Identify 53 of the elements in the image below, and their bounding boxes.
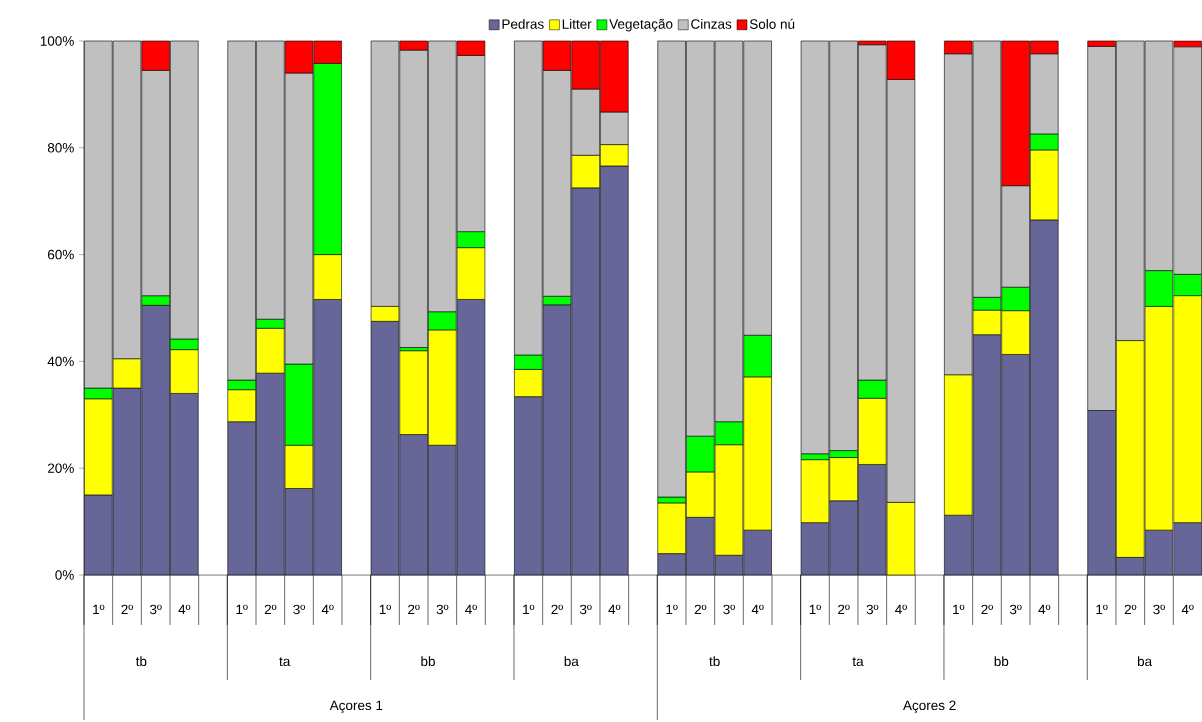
y-tick-label: 20% (47, 463, 74, 473)
x-tick-label: 1º (1096, 604, 1108, 615)
x-tick-label: 1º (236, 604, 248, 615)
x-tick-label: 4º (1038, 604, 1051, 615)
x-tick-label: 2º (838, 604, 850, 615)
x-tick-label: 3º (293, 604, 306, 615)
text: ba (1137, 656, 1153, 667)
legend-label: Litter (562, 18, 592, 29)
x-tick-label: 4º (178, 604, 191, 615)
x-tick-label: 3º (723, 604, 736, 615)
x-tick-label: 2º (121, 604, 134, 615)
x-tick-label: 4º (1181, 604, 1194, 615)
legend-label: Cinzas (691, 18, 732, 29)
text: ba (564, 656, 579, 667)
legend-label: Solo nú (749, 18, 795, 29)
legend-label: Pedras (502, 18, 544, 29)
x-tick-label: 3º (866, 604, 879, 615)
text: bb (994, 656, 1009, 667)
y-tick-label: 40% (47, 356, 74, 367)
x-tick-label: 1º (93, 604, 105, 615)
y-tick-label: 80% (47, 143, 74, 153)
x-tick-label: 4º (608, 604, 621, 615)
x-tick-label: 4º (895, 604, 908, 615)
x-tick-label: 3º (579, 604, 592, 615)
x-tick-label: 2º (694, 604, 707, 615)
text: ta (852, 657, 864, 667)
x-tick-label: 2º (1124, 604, 1137, 615)
x-tick-label: 1º (809, 604, 822, 615)
text: Açores 1 (329, 700, 383, 713)
x-tick-label: 1º (379, 604, 392, 615)
text: Açores 2 (903, 700, 956, 713)
x-tick-label: 3º (436, 604, 449, 615)
x-tick-label: 2º (408, 604, 420, 615)
x-tick-label: 1º (953, 604, 965, 615)
y-tick-label: 100% (40, 36, 74, 46)
y-tick-label: 0% (55, 570, 74, 580)
x-tick-label: 3º (149, 604, 162, 615)
x-tick-label: 1º (666, 604, 678, 615)
x-tick-label: 4º (751, 604, 764, 615)
legend-label: Vegetação (609, 18, 673, 32)
x-tick-label: 2º (551, 604, 564, 615)
x-tick-label: 4º (465, 604, 478, 615)
x-tick-label: 2º (981, 604, 994, 615)
x-tick-label: 2º (264, 604, 277, 615)
text: tb (135, 656, 147, 667)
text: ta (279, 657, 291, 667)
x-tick-label: 1º (523, 604, 535, 615)
text: tb (709, 656, 720, 667)
x-tick-label: 3º (1153, 604, 1165, 615)
x-tick-label: 4º (321, 604, 334, 615)
x-tick-label: 3º (1009, 604, 1022, 615)
y-tick-label: 60% (47, 249, 74, 260)
text: bb (421, 656, 435, 667)
